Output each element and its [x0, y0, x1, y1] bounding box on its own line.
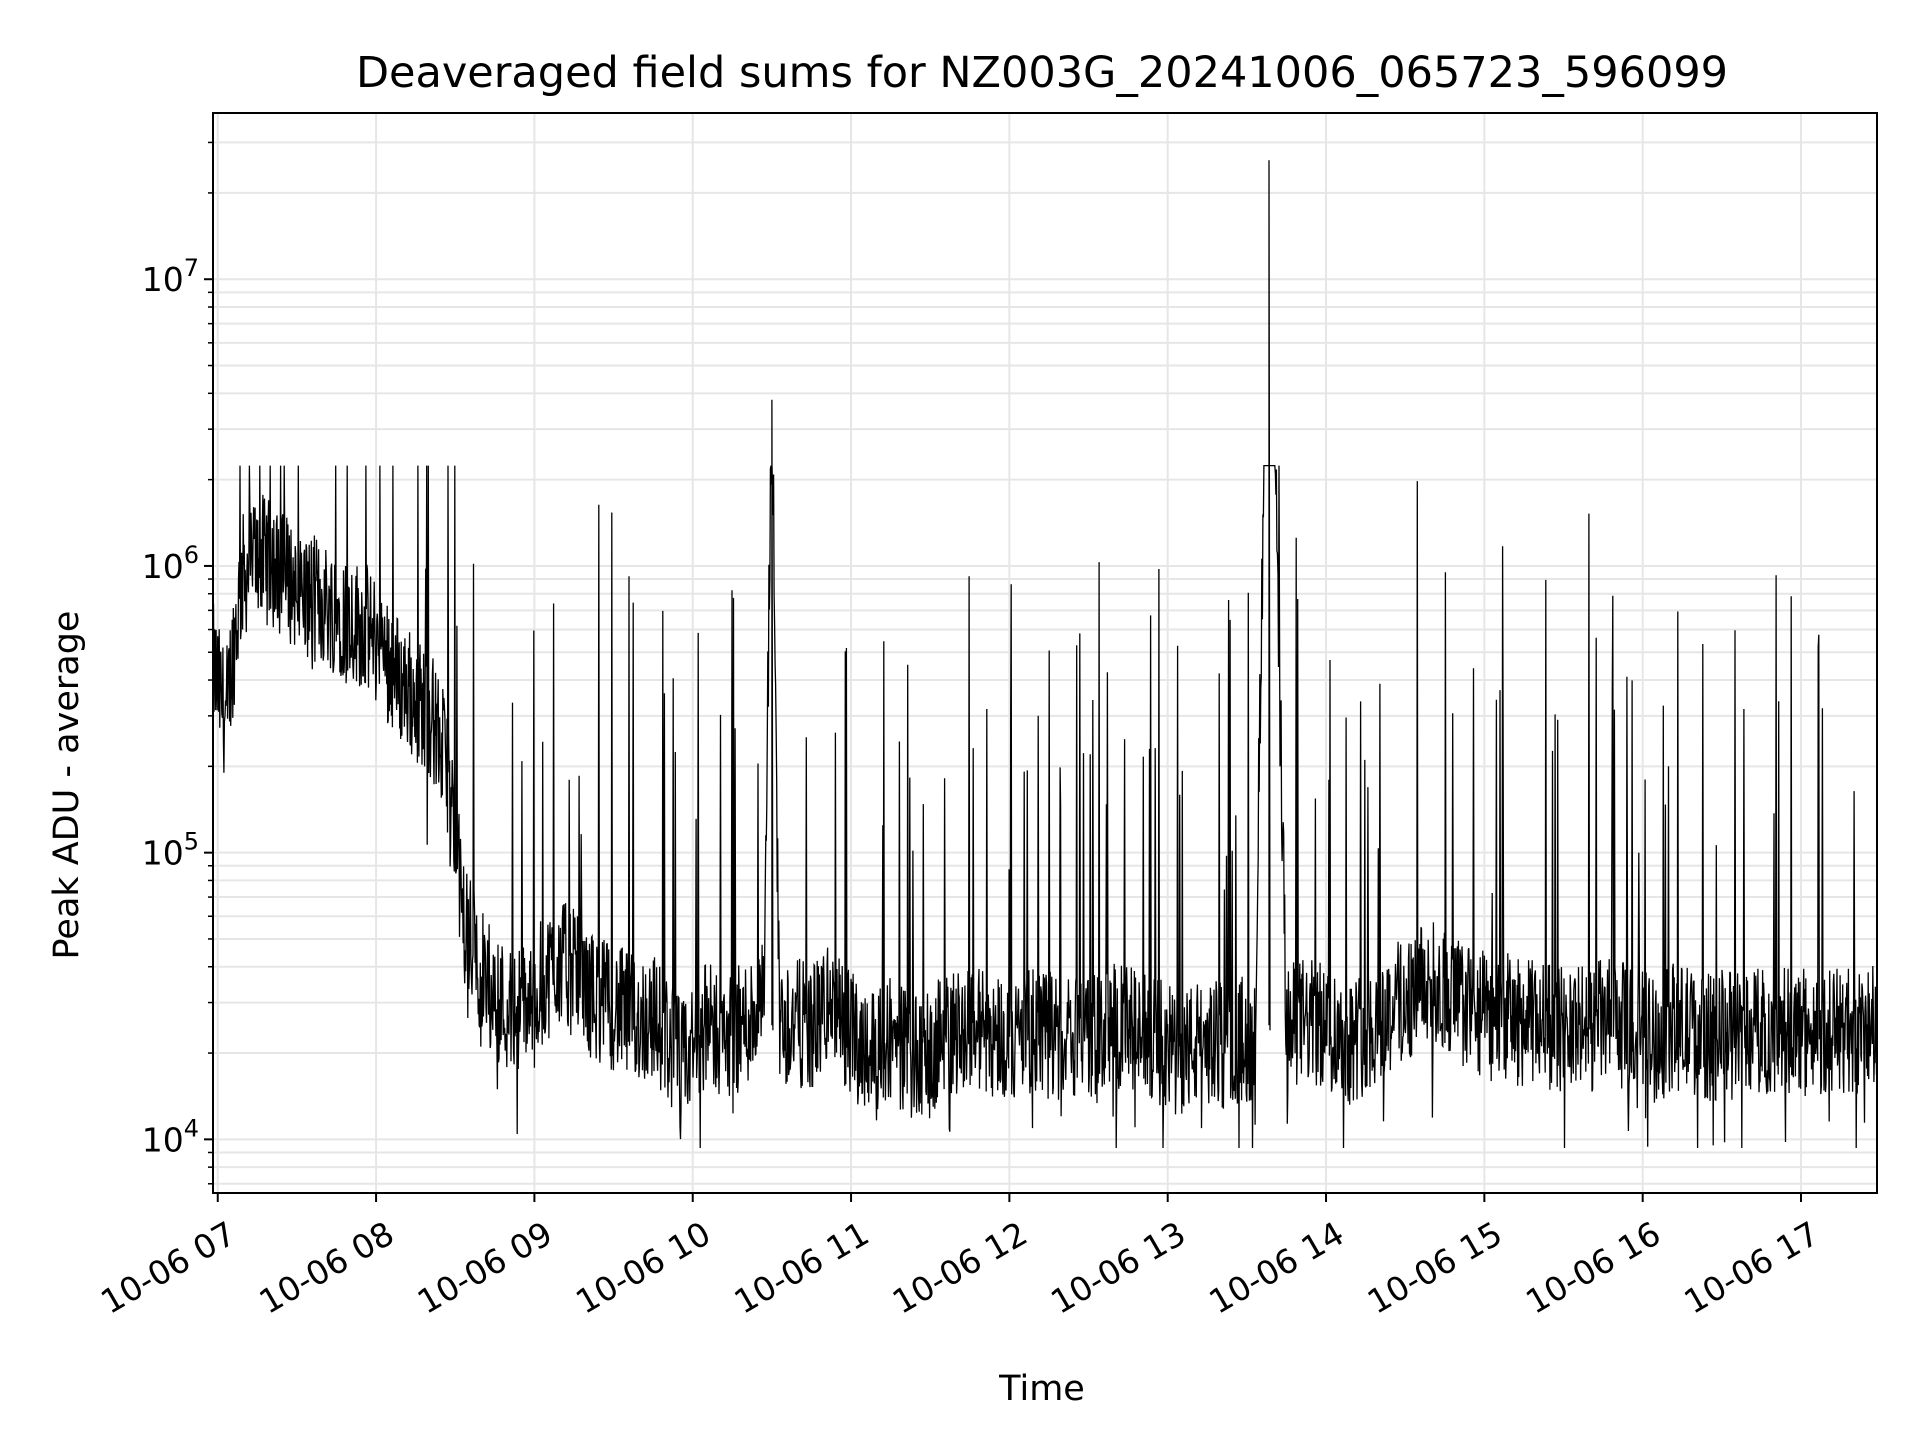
y-tick-exponent: 6	[184, 541, 199, 569]
plot-frame	[212, 112, 1878, 1194]
y-tick-base: 10	[142, 547, 184, 586]
y-tick-label: 105	[142, 828, 199, 873]
x-axis-title: Time	[998, 1369, 1085, 1409]
y-axis-title: Peak ADU - average	[47, 611, 87, 960]
data-series-line	[213, 160, 1877, 1149]
y-tick-base: 10	[142, 260, 184, 299]
plot-border	[212, 112, 1878, 1194]
y-tick-label: 104	[142, 1114, 199, 1159]
series-line	[213, 160, 1877, 1149]
y-tick-exponent: 4	[184, 1114, 199, 1142]
y-tick-exponent: 5	[184, 828, 199, 856]
y-tick-exponent: 7	[184, 254, 199, 282]
chart-title: Deaveraged field sums for NZ003G_2024100…	[356, 48, 1728, 98]
y-tick-label: 106	[142, 541, 199, 586]
y-tick-base: 10	[142, 834, 184, 873]
y-tick-base: 10	[142, 1120, 184, 1159]
y-tick-label: 107	[142, 254, 199, 299]
